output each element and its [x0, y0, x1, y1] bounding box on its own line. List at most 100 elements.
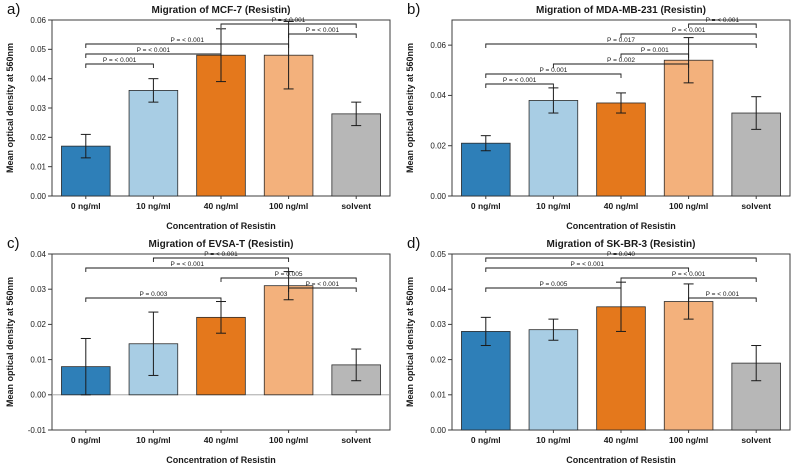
x-axis-title: Concentration of Resistin [566, 221, 676, 231]
panel-letter-a: a) [7, 1, 21, 18]
bar-0-ng-ml [461, 142, 511, 197]
bar-100-ng-ml [263, 285, 314, 396]
p-value-label: P = < 0.001 [672, 27, 706, 34]
bar-0-ng-ml [461, 331, 511, 431]
migration-chart-svg: 0.00 0.01 0.02 0.03 0.04 0.05 0.06 0 ng/ml 10 ng… [5, 5, 391, 231]
significance-bracket [688, 297, 757, 302]
x-category-label: solvent [341, 201, 371, 211]
p-value-label: P = < 0.001 [672, 271, 706, 278]
y-tick-label: 0.05 [30, 45, 46, 54]
panel-a: a) 0.00 0.01 0.02 0.03 0.04 0.05 0.06 0 ng/ml 10… [0, 0, 400, 234]
y-tick-label: 0.00 [30, 391, 46, 400]
panel-c: c) -0.01 0.00 0.01 0.02 0.03 0.04 0 ng/ml 10 ng… [0, 234, 400, 469]
p-value-label: P = 0.002 [607, 57, 635, 64]
y-tick-label: 0.04 [30, 74, 46, 83]
bar-solvent [331, 113, 381, 197]
migration-chart-svg: 0.00 0.02 0.04 0.06 0 ng/ml 10 ng/ml 40 ng/ml 1… [405, 5, 791, 231]
significance-bracket [288, 33, 357, 38]
chart-title: Migration of MDA-MB-231 (Resistin) [536, 5, 706, 16]
migration-chart-svg: -0.01 0.00 0.01 0.02 0.03 0.04 0 ng/ml 10 ng/ml… [5, 239, 391, 465]
significance-bracket [288, 287, 357, 292]
significance-bracket [485, 83, 554, 88]
significance-bracket [485, 73, 622, 78]
bar-40-ng-ml [596, 102, 646, 197]
significance-bracket [85, 267, 290, 272]
significance-bracket [485, 287, 622, 292]
panel-letter-b: b) [407, 1, 421, 18]
p-value-label: P = < 0.001 [503, 77, 537, 84]
significance-bracket [220, 23, 357, 28]
p-value-label: P = 0.003 [139, 291, 167, 298]
chart-title: Migration of SK-BR-3 (Resistin) [547, 239, 696, 250]
x-category-label: 10 ng/ml [136, 435, 170, 445]
x-category-label: 100 ng/ml [269, 201, 308, 211]
p-value-label: P = < 0.001 [706, 17, 740, 24]
bar-100-ng-ml [663, 301, 714, 431]
x-category-label: 40 ng/ml [204, 201, 238, 211]
significance-bracket [485, 43, 757, 48]
x-category-label: 40 ng/ml [604, 201, 638, 211]
y-tick-label: 0.06 [430, 41, 446, 50]
x-axis-title: Concentration of Resistin [566, 455, 676, 465]
y-tick-label: 0.03 [30, 104, 46, 113]
p-value-label: P = < 0.001 [170, 37, 204, 44]
panel-d: d) 0.00 0.01 0.02 0.03 0.04 0.05 0 ng/ml 10 ng/… [400, 234, 800, 469]
y-tick-label: 0.01 [30, 162, 46, 171]
x-category-label: 40 ng/ml [204, 435, 238, 445]
p-value-label: P = 0.017 [607, 37, 635, 44]
significance-bracket [152, 257, 290, 262]
significance-bracket [85, 63, 154, 68]
y-tick-label: 0.00 [430, 192, 446, 201]
significance-bracket [85, 297, 222, 302]
significance-bracket [620, 33, 757, 38]
y-tick-label: 0.04 [430, 285, 446, 294]
chart-title: Migration of EVSA-T (Resistin) [149, 239, 294, 250]
panel-letter-d: d) [407, 235, 421, 252]
x-category-label: 100 ng/ml [669, 201, 708, 211]
x-axis-title: Concentration of Resistin [166, 221, 276, 231]
x-category-label: 0 ng/ml [471, 201, 501, 211]
p-value-label: P = < 0.001 [306, 281, 340, 288]
x-category-label: 10 ng/ml [536, 435, 570, 445]
y-axis-title: Mean optical density at 560nm [5, 43, 15, 173]
x-category-label: 40 ng/ml [604, 435, 638, 445]
p-value-label: P = < 0.001 [204, 251, 238, 258]
p-value-label: P = 0.040 [607, 251, 635, 258]
panel-letter-c: c) [7, 235, 20, 252]
x-category-label: solvent [341, 435, 371, 445]
y-tick-label: 0.01 [30, 355, 46, 364]
y-tick-label: -0.01 [28, 426, 47, 435]
significance-bracket [620, 53, 690, 58]
p-value-label: P = 0.001 [539, 67, 567, 74]
migration-chart-svg: 0.00 0.01 0.02 0.03 0.04 0.05 0 ng/ml 10 ng/ml 4… [405, 239, 791, 465]
panel-b: b) 0.00 0.02 0.04 0.06 0 ng/ml 10 ng/ml 40 ng/… [400, 0, 800, 234]
significance-bracket [688, 23, 757, 28]
significance-bracket [220, 277, 357, 282]
y-tick-label: 0.04 [30, 250, 46, 259]
p-value-label: P = < 0.001 [570, 261, 604, 268]
chart-title: Migration of MCF-7 (Resistin) [152, 5, 291, 16]
p-value-label: P = 0.001 [641, 47, 669, 54]
p-value-label: P = < 0.001 [103, 57, 137, 64]
bar-10-ng-ml [528, 329, 579, 431]
y-tick-label: 0.06 [30, 16, 46, 25]
p-value-label: P = < 0.001 [306, 27, 340, 34]
y-tick-label: 0.04 [430, 91, 446, 100]
y-axis-title: Mean optical density at 560nm [405, 43, 415, 173]
significance-bracket [552, 63, 690, 68]
x-category-label: 10 ng/ml [136, 201, 170, 211]
y-tick-label: 0.02 [430, 355, 446, 364]
p-value-label: P = < 0.001 [706, 291, 740, 298]
y-tick-label: 0.02 [430, 142, 446, 151]
y-tick-label: 0.03 [430, 320, 446, 329]
y-tick-label: 0.03 [30, 285, 46, 294]
significance-bracket [85, 43, 290, 48]
x-category-label: solvent [741, 435, 771, 445]
x-category-label: 100 ng/ml [269, 435, 308, 445]
x-category-label: 0 ng/ml [71, 435, 101, 445]
y-axis-title: Mean optical density at 560nm [405, 277, 415, 407]
bar-10-ng-ml [528, 100, 579, 197]
significance-bracket [485, 257, 757, 262]
y-tick-label: 0.00 [430, 426, 446, 435]
